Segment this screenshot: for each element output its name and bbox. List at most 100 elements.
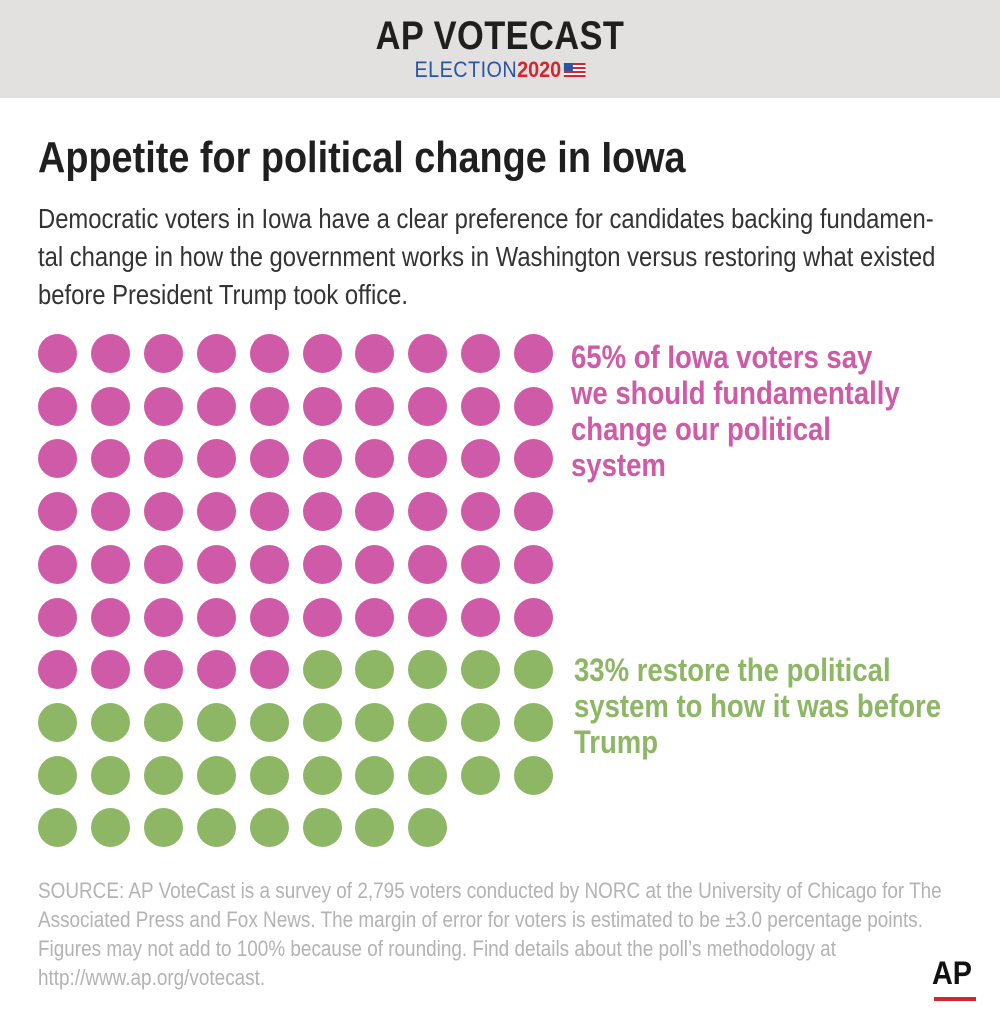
dot-restore: [302, 650, 342, 690]
dot-restore: [461, 702, 501, 742]
dot-change: [38, 650, 77, 690]
dot-change: [302, 597, 342, 637]
dot-restore: [302, 808, 342, 848]
dot-restore: [249, 702, 289, 742]
dot-change: [196, 544, 236, 584]
dot-change: [38, 439, 77, 479]
dot-change: [514, 597, 554, 637]
dot-restore: [514, 650, 554, 690]
dot-restore: [355, 808, 395, 848]
dot-change: [196, 386, 236, 426]
dot-change: [38, 492, 77, 532]
dot-restore: [196, 808, 236, 848]
dot-change: [461, 544, 501, 584]
dot-restore: [355, 650, 395, 690]
dot-restore: [461, 755, 501, 795]
dot-change: [302, 492, 342, 532]
dot-change: [143, 544, 183, 584]
chart-subtitle: Democratic voters in Iowa have a clear p…: [38, 203, 936, 310]
dot-change: [196, 650, 236, 690]
dot-change: [302, 334, 342, 373]
dot-restore: [90, 702, 130, 742]
dot-change: [302, 386, 342, 426]
ap-logo: AP: [932, 955, 973, 991]
dot-restore: [196, 702, 236, 742]
dot-restore: [408, 650, 448, 690]
dot-change: [249, 334, 289, 373]
dot-restore: [38, 808, 77, 848]
ap-logo-underline: [934, 997, 976, 1001]
dot-change: [90, 386, 130, 426]
dot-change: [514, 439, 554, 479]
dot-change: [90, 492, 130, 532]
dot-change: [408, 544, 448, 584]
dot-change: [355, 386, 395, 426]
dot-change: [408, 492, 448, 532]
dot-change: [302, 439, 342, 479]
label-restore: 33% restore the political system to how …: [574, 652, 942, 760]
dot-change: [514, 334, 554, 373]
brand-subtitle: ELECTION2020: [50, 58, 950, 82]
brand-year: 2020: [517, 57, 562, 82]
dot-change: [196, 597, 236, 637]
dot-change: [38, 386, 77, 426]
dot-change: [38, 597, 77, 637]
dot-change: [90, 597, 130, 637]
dot-change: [355, 334, 395, 373]
dot-change: [514, 492, 554, 532]
waffle-chart: [38, 334, 554, 848]
dot-restore: [143, 702, 183, 742]
dot-change: [196, 439, 236, 479]
dot-restore: [514, 755, 554, 795]
dot-change: [143, 439, 183, 479]
dot-restore: [461, 650, 501, 690]
chart-title: Appetite for political change in Iowa: [38, 133, 686, 182]
dot-change: [90, 439, 130, 479]
header-banner: AP VOTECAST ELECTION2020: [0, 0, 1000, 98]
dot-change: [514, 386, 554, 426]
dot-change: [249, 492, 289, 532]
dot-change: [143, 386, 183, 426]
dot-change: [38, 544, 77, 584]
dot-restore: [90, 755, 130, 795]
dot-change: [90, 334, 130, 373]
dot-change: [38, 334, 77, 373]
dot-restore: [408, 702, 448, 742]
dot-change: [408, 597, 448, 637]
dot-restore: [38, 755, 77, 795]
dot-restore: [355, 702, 395, 742]
dot-change: [302, 544, 342, 584]
dot-change: [249, 650, 289, 690]
dot-restore: [302, 755, 342, 795]
dot-change: [461, 492, 501, 532]
dot-change: [143, 597, 183, 637]
source-note: SOURCE: AP VoteCast is a survey of 2,795…: [38, 878, 942, 990]
dot-restore: [514, 702, 554, 742]
dot-change: [90, 650, 130, 690]
dot-change: [461, 334, 501, 373]
dot-change: [514, 544, 554, 584]
brand-election: ELECTION: [414, 57, 518, 82]
dot-change: [196, 334, 236, 373]
dot-change: [90, 544, 130, 584]
dot-restore: [90, 808, 130, 848]
label-change: 65% of Iowa voters say we should fundame…: [571, 339, 900, 483]
dot-restore: [143, 755, 183, 795]
dot-change: [461, 386, 501, 426]
dot-change: [143, 334, 183, 373]
dot-restore: [408, 808, 448, 848]
dot-restore: [302, 702, 342, 742]
dot-restore: [249, 808, 289, 848]
dot-restore: [143, 808, 183, 848]
dot-change: [355, 544, 395, 584]
dot-change: [249, 439, 289, 479]
dot-restore: [249, 755, 289, 795]
dot-change: [143, 492, 183, 532]
dot-change: [143, 650, 183, 690]
dot-restore: [196, 755, 236, 795]
dot-change: [355, 597, 395, 637]
dot-change: [461, 597, 501, 637]
dot-change: [461, 439, 501, 479]
dot-change: [408, 334, 448, 373]
dot-change: [408, 386, 448, 426]
